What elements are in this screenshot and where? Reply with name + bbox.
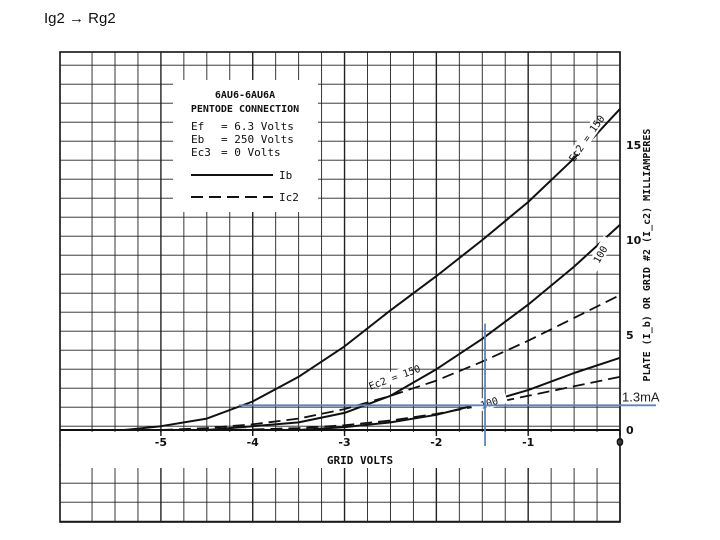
legend-box: [173, 80, 318, 212]
chart-axes: -5 -4 -3 -2 -1 0 GRID VOLTS 0 5 10 15 PLATE (I_b) O…: [60, 129, 653, 467]
curve-label-bg: [470, 391, 508, 414]
x-tick-label: -4: [247, 436, 260, 449]
legend-param-value: = 6.3 Volts: [221, 120, 294, 133]
curve-label: Ec2 = 150: [567, 114, 607, 165]
y-axis-label: PLATE (I_b) OR GRID #2 (I_c2) MILLIAMPER…: [642, 129, 653, 382]
chart-annotations: 1.3mA: [238, 323, 660, 446]
y-tick-label: 15: [626, 139, 641, 152]
legend-solid-label: Ib: [279, 169, 292, 182]
series-ib-solid: [206, 224, 621, 431]
chart-curves: [124, 108, 621, 431]
x-tick-label: -2: [430, 436, 442, 449]
curve-label-bg: [585, 235, 615, 273]
x-tick-label: -3: [338, 436, 350, 449]
annotation-label: 1.3mA: [622, 389, 660, 404]
series-ic2-dashed: [160, 294, 621, 431]
legend-param-value: = 0 Volts: [221, 146, 281, 159]
x-tick-label: -5: [155, 436, 167, 449]
y-label-band: [621, 52, 666, 522]
legend-param-label: Eb: [191, 133, 204, 146]
chart-grid: [59, 51, 666, 523]
legend-param-value: = 250 Volts: [221, 133, 294, 146]
x-tick-label: 0: [616, 436, 624, 449]
legend-title: 6AU6-6AU6A: [215, 90, 275, 101]
series-ib-solid: [124, 108, 621, 431]
x-axis-label: GRID VOLTS: [327, 454, 393, 467]
y-tick-label: 0: [626, 424, 634, 437]
series-ic2-dashed: [234, 375, 621, 431]
curve-label-bg: [375, 365, 414, 389]
y-tick-label: 10: [626, 234, 642, 247]
legend-subtitle: PENTODE CONNECTION: [191, 104, 299, 115]
y-tick-label: 5: [626, 329, 634, 342]
axis-label-band: [61, 432, 619, 468]
slide-title: Ig2 → Rg2: [44, 10, 116, 27]
x-tick-label: -1: [522, 436, 534, 449]
legend-dashed-label: Ic2: [279, 191, 299, 204]
chart-legend: 6AU6-6AU6A PENTODE CONNECTION Ef = 6.3 Volt…: [173, 80, 318, 212]
legend-param-label: Ef: [191, 120, 204, 133]
curve-label-bg: [570, 119, 602, 157]
legend-param-label: Ec3: [191, 146, 211, 159]
